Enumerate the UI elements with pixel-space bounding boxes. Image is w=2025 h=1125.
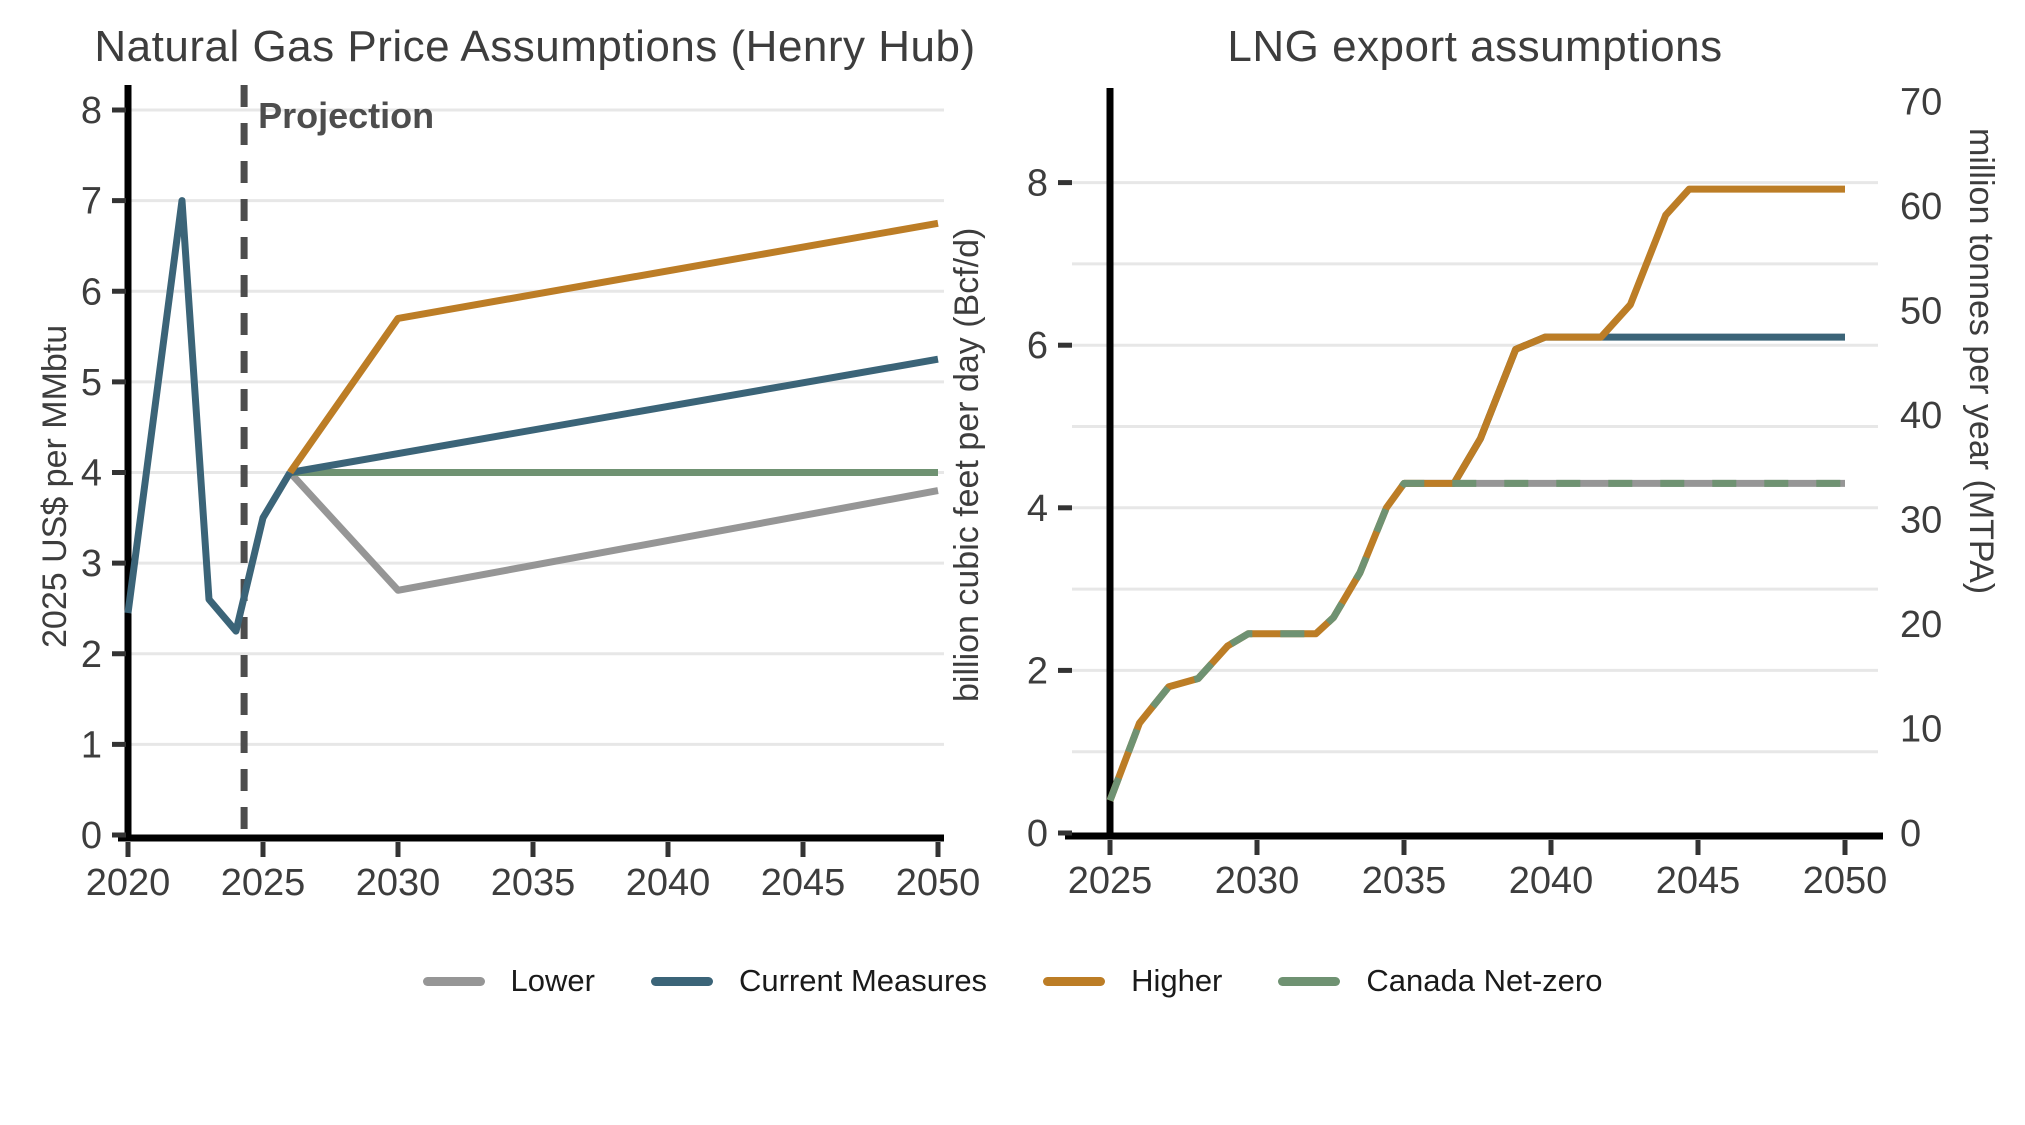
series-historical: [124, 197, 294, 635]
y-tick-label: 8: [81, 90, 102, 132]
legend-swatch: [422, 976, 485, 986]
x-tick-label: 2050: [896, 862, 981, 904]
x-tick-label: 2035: [1362, 860, 1447, 902]
series-lower: [287, 470, 939, 594]
legend-item-higher: Higher: [1043, 963, 1222, 999]
y-tick-label-right: 70: [1900, 81, 1942, 123]
x-tick-label: 2045: [761, 862, 846, 904]
x-tick-label: 2025: [221, 862, 306, 904]
y-tick-label-right: 50: [1900, 290, 1942, 332]
legend-item-canada-net-zero: Canada Net-zero: [1278, 963, 1602, 999]
series-higher: [1106, 185, 1845, 802]
y-tick-label: 6: [1027, 325, 1048, 367]
y-tick-label: 3: [81, 543, 102, 585]
y-tick-label: 7: [81, 181, 102, 223]
legend-label: Higher: [1131, 963, 1223, 998]
y-tick-label-right: 60: [1900, 186, 1942, 228]
y-tick-label: 8: [1027, 163, 1048, 205]
y-tick-label-right: 10: [1900, 708, 1942, 750]
y-tick-label: 0: [1027, 813, 1048, 855]
left-chart-title: Natural Gas Price Assumptions (Henry Hub…: [94, 22, 976, 71]
y-tick-label-right: 40: [1900, 395, 1942, 437]
y-tick-label: 6: [81, 271, 102, 313]
projection-label: Projection: [258, 95, 434, 136]
series-higher: [287, 219, 939, 475]
y-tick-label: 0: [81, 815, 102, 857]
y-tick-label: 5: [81, 362, 102, 404]
legend-label: Canada Net-zero: [1366, 963, 1603, 998]
legend-item-current-measures: Current Measures: [650, 963, 988, 999]
x-tick-label: 2040: [626, 862, 711, 904]
x-tick-label: 2030: [1215, 860, 1300, 902]
x-tick-label: 2050: [1803, 860, 1888, 902]
x-tick-label: 2025: [1068, 860, 1153, 902]
x-tick-label: 2020: [86, 862, 171, 904]
legend-label: Lower: [510, 963, 595, 998]
y-tick-label-right: 30: [1900, 499, 1942, 541]
y-tick-label: 1: [81, 724, 102, 766]
legend-item-lower: Lower: [422, 963, 595, 999]
legend-label: Current Measures: [738, 963, 988, 998]
series-canada-net-zero: [1106, 479, 1845, 802]
y-tick-label: 2: [81, 634, 102, 676]
x-tick-label: 2040: [1509, 860, 1594, 902]
legend-swatch: [650, 976, 713, 986]
y-tick-label: 4: [81, 453, 102, 495]
legend: Lower Current Measures Higher Canada Net-ze…: [0, 963, 2025, 999]
series-current-measures: [289, 355, 939, 476]
right-chart-title: LNG export assumptions: [1227, 22, 1723, 71]
legend-swatch: [1278, 976, 1341, 986]
y-tick-label: 2: [1027, 650, 1048, 692]
y-tick-label: 4: [1027, 488, 1048, 530]
x-tick-label: 2030: [356, 862, 441, 904]
y-tick-label-right: 0: [1900, 813, 1921, 855]
x-tick-label: 2045: [1656, 860, 1741, 902]
x-tick-label: 2035: [491, 862, 576, 904]
y-tick-label-right: 20: [1900, 604, 1942, 646]
legend-swatch: [1043, 976, 1106, 986]
